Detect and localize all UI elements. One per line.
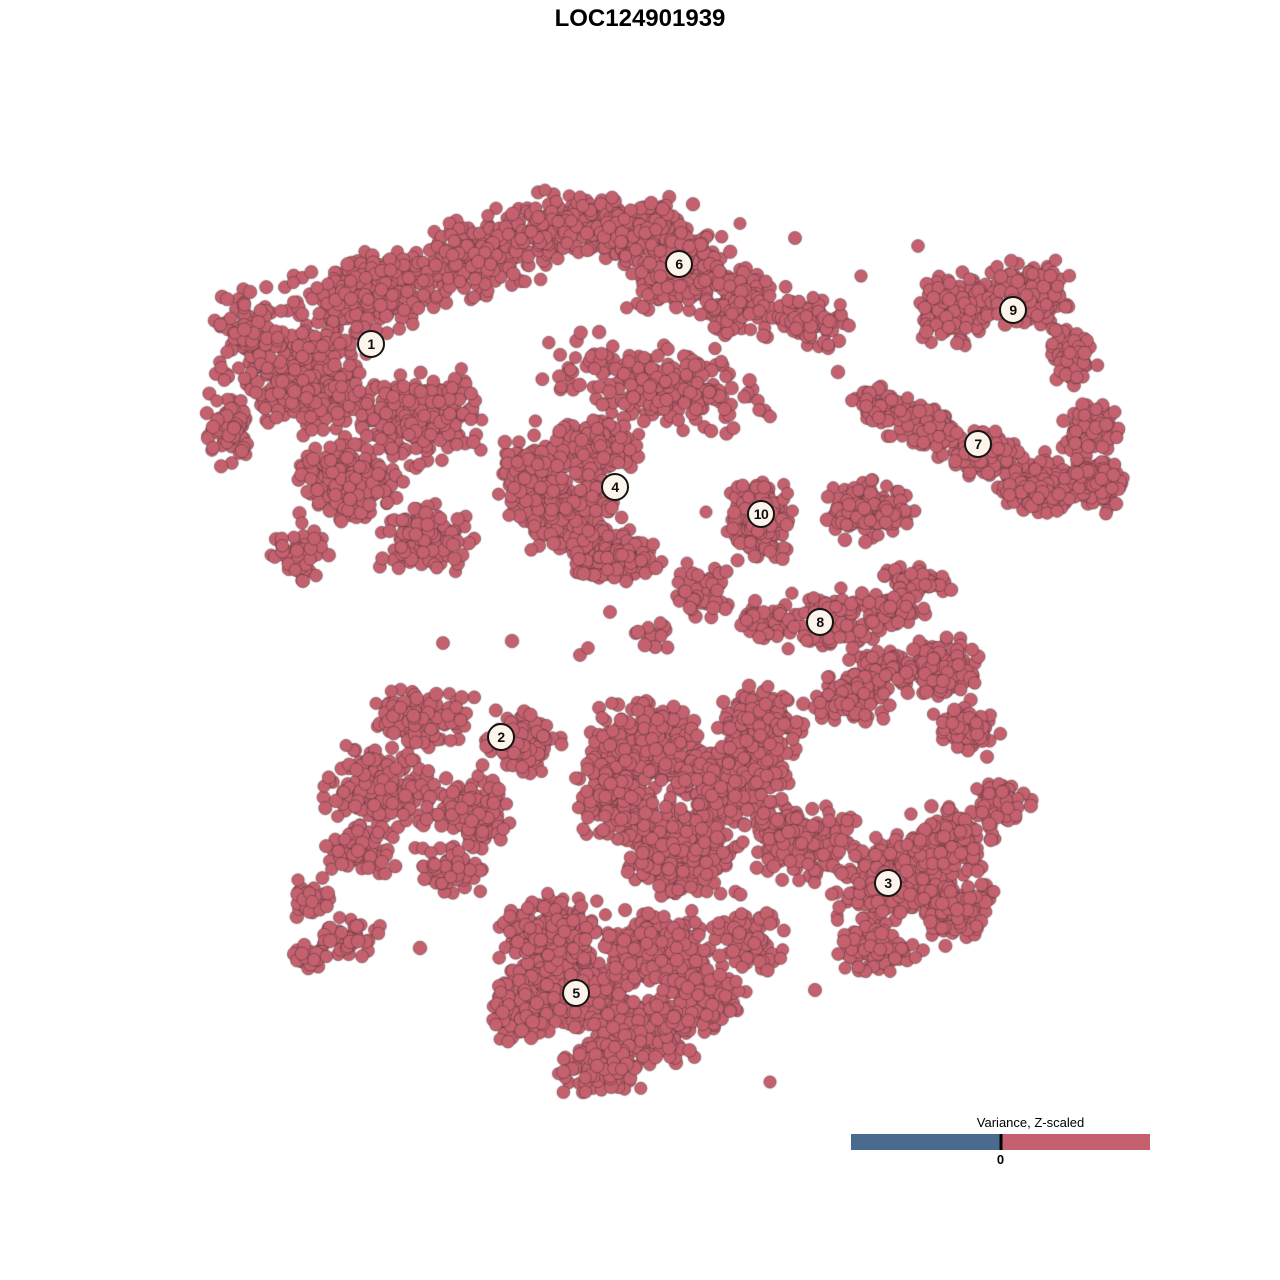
- legend-positive-half: [1000, 1134, 1150, 1150]
- legend-title: Variance, Z-scaled: [976, 1115, 1085, 1130]
- legend-zero-tick: [999, 1134, 1002, 1150]
- chart-title: LOC124901939: [554, 5, 726, 32]
- legend-zero-label: 0: [996, 1152, 1005, 1167]
- legend-negative-half: [851, 1134, 1001, 1150]
- colorbar-legend: Variance, Z-scaled 0: [851, 1115, 1150, 1175]
- legend-colorbar: [851, 1134, 1150, 1150]
